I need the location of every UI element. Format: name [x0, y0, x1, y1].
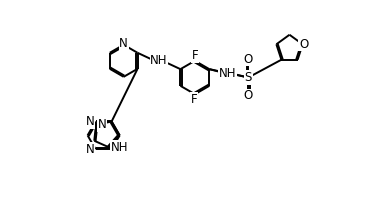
Text: N: N — [98, 118, 107, 131]
Text: N: N — [86, 143, 94, 156]
Text: F: F — [191, 93, 197, 106]
Text: NH: NH — [150, 54, 168, 67]
Text: O: O — [244, 53, 253, 66]
Text: F: F — [192, 50, 198, 62]
Text: NH: NH — [111, 141, 128, 154]
Text: N: N — [119, 37, 128, 50]
Text: O: O — [299, 38, 309, 51]
Text: NH: NH — [219, 67, 236, 80]
Text: O: O — [244, 89, 253, 102]
Text: S: S — [245, 71, 252, 84]
Text: N: N — [86, 115, 94, 128]
